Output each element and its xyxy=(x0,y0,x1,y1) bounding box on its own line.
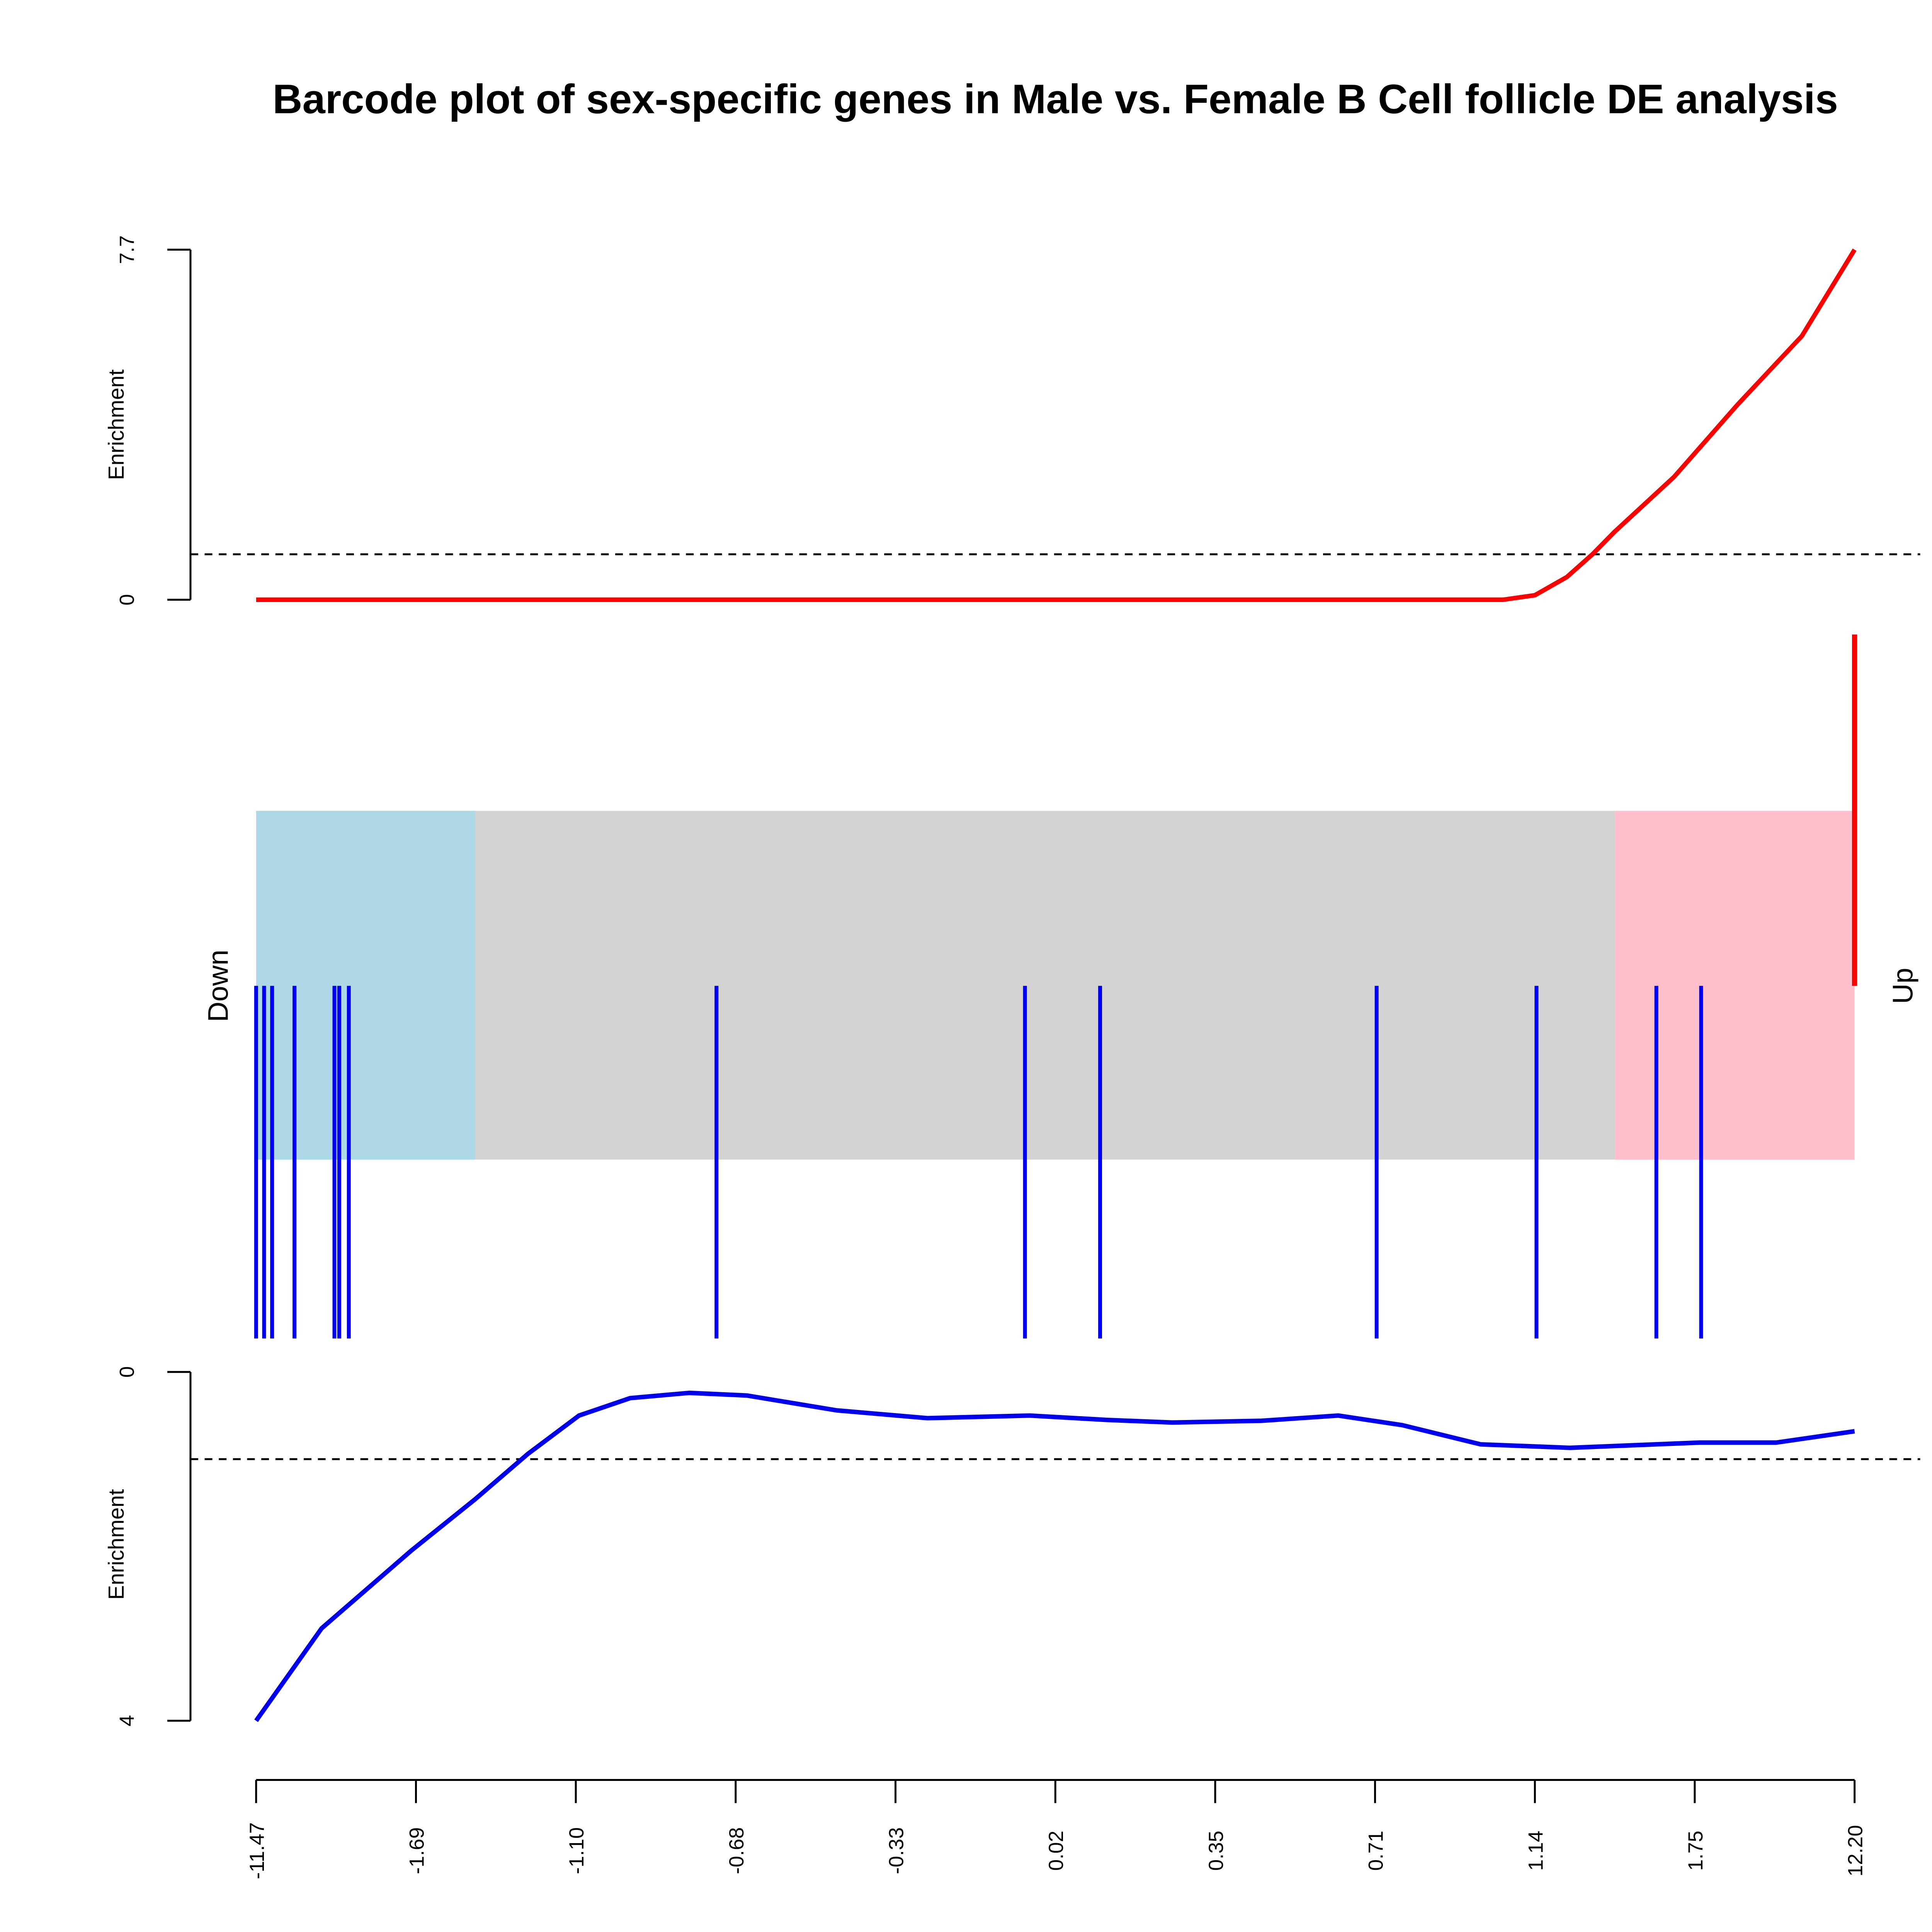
x-tick-label: 12.20 xyxy=(1844,1825,1867,1876)
x-tick-label: -11.47 xyxy=(246,1822,269,1879)
x-tick-label: 1.14 xyxy=(1524,1831,1547,1871)
region xyxy=(1615,811,1855,1160)
down-label: Down xyxy=(202,950,234,1022)
y-tick-label: 4 xyxy=(116,1715,138,1726)
enrichment-line xyxy=(254,1390,1855,1722)
x-tick-label: 0.02 xyxy=(1045,1831,1068,1871)
y-tick-label: 7.7 xyxy=(116,235,138,264)
enrichment-line xyxy=(256,248,1857,602)
up-label: Up xyxy=(1887,968,1919,1004)
x-axis-title: Statistic xyxy=(997,1927,1114,1932)
region xyxy=(256,811,475,1160)
x-tick-label: -0.68 xyxy=(725,1827,748,1874)
x-tick-label: 1.75 xyxy=(1684,1831,1707,1871)
x-tick-label: -1.69 xyxy=(405,1827,428,1874)
x-tick-label: -0.33 xyxy=(885,1827,908,1874)
y-axis-title: Enrichment xyxy=(104,1489,128,1600)
y-axis-title: Enrichment xyxy=(104,369,128,480)
y-tick-label: 0 xyxy=(116,1366,138,1378)
y-tick-label: 0 xyxy=(116,594,138,605)
x-tick-label: 0.71 xyxy=(1365,1831,1388,1871)
x-tick-label: 0.35 xyxy=(1205,1831,1228,1871)
chart-title: Barcode plot of sex-specific genes in Ma… xyxy=(273,76,1838,122)
region xyxy=(475,811,1615,1160)
x-tick-label: -1.10 xyxy=(565,1827,588,1874)
